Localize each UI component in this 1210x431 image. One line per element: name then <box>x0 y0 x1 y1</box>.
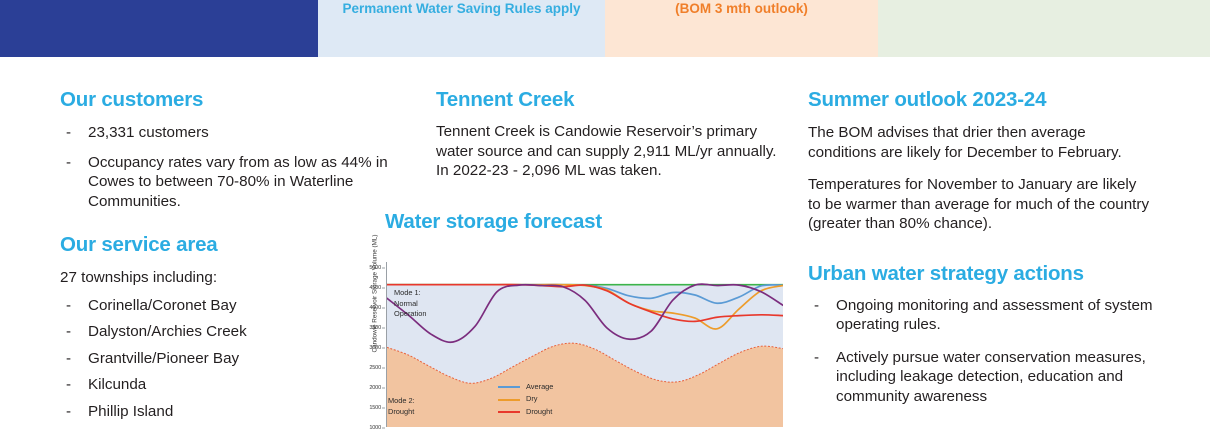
mode1-line2: Normal <box>394 298 418 308</box>
list-item: - Corinella/Coronet Bay <box>60 296 390 316</box>
legend-swatch-drought <box>498 410 520 413</box>
mode2-drought-band <box>387 343 783 427</box>
dash-bullet-icon: - <box>66 296 72 314</box>
y-tick-mark <box>382 327 385 329</box>
urban-water-strategy-heading: Urban water strategy actions <box>808 261 1084 285</box>
list-item: - Actively pursue water conservation mea… <box>808 348 1153 407</box>
list-item: - Occupancy rates vary from as low as 44… <box>60 153 390 212</box>
list-item: - Kilcunda <box>60 375 390 395</box>
y-tick-label: 4500 <box>369 285 381 291</box>
our-service-area-heading: Our service area <box>60 233 218 256</box>
chart-series-lines <box>387 283 783 344</box>
legend-swatch-average <box>498 386 520 389</box>
urban-water-strategy-list: - Ongoing monitoring and assessment of s… <box>808 296 1153 407</box>
list-item: - 23,331 customers <box>60 123 390 143</box>
our-customers-heading: Our customers <box>60 88 204 111</box>
y-tick-mark <box>382 367 385 369</box>
mode1-line1: Mode 1: <box>394 288 421 297</box>
banner-permanent-water-saving-label: Permanent Water Saving Rules apply <box>342 1 581 16</box>
y-tick-mark <box>382 387 385 389</box>
y-tick-mark <box>382 427 385 429</box>
townships-list: - Corinella/Coronet Bay - Dalyston/Archi… <box>60 296 390 422</box>
y-tick-mark <box>382 267 385 269</box>
y-tick-label: 3000 <box>369 345 381 351</box>
list-item-label: 23,331 customers <box>88 124 209 141</box>
dash-bullet-icon: - <box>66 402 72 420</box>
legend-item: Average <box>498 381 553 393</box>
list-item: - Ongoing monitoring and assessment of s… <box>808 296 1153 335</box>
y-tick-label: 2000 <box>369 385 381 391</box>
y-tick-label: 5000 <box>369 265 381 271</box>
mode2-line2: Drought <box>388 406 415 416</box>
list-item: - Phillip Island <box>60 402 390 422</box>
chart-plot-area <box>386 262 783 427</box>
list-item-label: Kilcunda <box>88 376 147 393</box>
y-tick-mark <box>382 287 385 289</box>
list-item-label: Dalyston/Archies Creek <box>88 323 247 340</box>
dash-bullet-icon: - <box>814 348 820 366</box>
list-item-label: Phillip Island <box>88 402 174 420</box>
legend-item: Drought <box>498 406 553 418</box>
chart-y-axis-ticks: 5000 4500 4000 3500 3000 2500 2000 1500 … <box>358 262 385 431</box>
legend-label: Drought <box>526 406 553 416</box>
dash-bullet-icon: - <box>66 349 72 367</box>
middle-column: Tennent Creek Tennent Creek is Candowie … <box>382 57 782 234</box>
chart-svg <box>387 283 783 427</box>
list-item-label: Occupancy rates vary from as low as 44% … <box>88 153 388 210</box>
y-tick-label: 1500 <box>369 405 381 411</box>
water-storage-forecast-chart: Candowie Reservoir Storage Volume (ML) 5… <box>358 235 783 431</box>
water-storage-forecast-heading: Water storage forecast <box>385 209 602 233</box>
list-item-label: Actively pursue water conservation measu… <box>836 348 1146 405</box>
summer-outlook-heading: Summer outlook 2023-24 <box>808 88 1047 111</box>
top-banner: Permanent Water Saving Rules apply (BOM … <box>0 0 1210 57</box>
y-tick-mark <box>382 347 385 349</box>
list-item: - Dalyston/Archies Creek <box>60 322 390 342</box>
list-item: - Grantville/Pioneer Bay <box>60 349 390 369</box>
mode2-drought-annotation: Mode 2: Drought <box>388 396 415 417</box>
y-tick-label: 1000 <box>369 425 381 431</box>
summer-outlook-paragraph-1: The BOM advises that drier then average … <box>808 124 1122 161</box>
y-tick-mark <box>382 407 385 409</box>
left-column: Our customers - 23,331 customers - Occup… <box>60 57 390 428</box>
dash-bullet-icon: - <box>66 376 72 393</box>
y-tick-label: 2500 <box>369 365 381 371</box>
chart-legend: Average Dry Drought <box>498 381 553 418</box>
dash-bullet-icon: - <box>66 153 72 171</box>
mode2-line1: Mode 2: <box>388 396 415 405</box>
list-item-label: Grantville/Pioneer Bay <box>88 349 240 367</box>
legend-label: Dry <box>526 394 538 404</box>
banner-segment-bom-outlook: (BOM 3 mth outlook) <box>605 0 878 57</box>
y-tick-label: 3500 <box>369 325 381 331</box>
banner-segment-navy <box>0 0 318 57</box>
y-tick-label: 4000 <box>369 305 381 311</box>
right-column: Summer outlook 2023-24 The BOM advises t… <box>808 57 1153 419</box>
mode1-line3: Operation <box>394 309 427 318</box>
banner-bom-outlook-label: (BOM 3 mth outlook) <box>675 1 808 16</box>
list-item-label: Ongoing monitoring and assessment of sys… <box>836 296 1153 334</box>
legend-label: Average <box>526 382 554 391</box>
legend-swatch-dry <box>498 398 520 401</box>
list-item-label: Corinella/Coronet Bay <box>88 296 237 314</box>
mode1-normal-operation-annotation: Mode 1: Normal Operation <box>394 288 426 320</box>
y-tick-mark <box>382 307 385 309</box>
dash-bullet-icon: - <box>814 296 820 314</box>
townships-intro: 27 townships including: <box>60 269 218 286</box>
banner-segment-permanent-water-saving: Permanent Water Saving Rules apply <box>318 0 605 57</box>
dash-bullet-icon: - <box>66 323 72 340</box>
legend-item: Dry <box>498 393 553 405</box>
banner-segment-green <box>878 0 1210 57</box>
summer-outlook-paragraph-2: Temperatures for November to January are… <box>808 176 1150 232</box>
dash-bullet-icon: - <box>66 124 72 141</box>
tennent-creek-body: Tennent Creek is Candowie Reservoir’s pr… <box>436 123 777 179</box>
our-customers-list: - 23,331 customers - Occupancy rates var… <box>60 123 390 211</box>
tennent-creek-heading: Tennent Creek <box>436 88 575 111</box>
